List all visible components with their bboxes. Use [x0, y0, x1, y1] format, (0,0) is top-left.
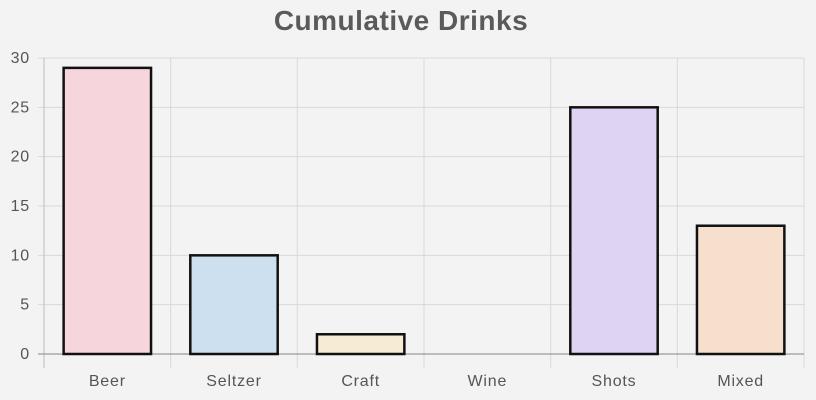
y-tick-label: 10 — [11, 247, 30, 264]
y-tick-label: 5 — [20, 297, 30, 314]
x-tick-label: Wine — [468, 373, 508, 390]
y-tick-label: 25 — [11, 99, 30, 116]
y-tick-label: 20 — [11, 149, 30, 166]
x-tick-label: Shots — [592, 373, 637, 390]
y-tick-label: 30 — [11, 50, 30, 67]
bar-shots — [569, 106, 659, 356]
bar-seltzer — [189, 254, 279, 356]
y-tick-label: 0 — [20, 346, 30, 363]
bar-craft — [315, 333, 406, 356]
x-tick-label: Craft — [341, 373, 380, 390]
x-tick-label: Mixed — [717, 373, 764, 390]
x-tick-label: Beer — [89, 373, 126, 390]
bar-mixed — [695, 224, 786, 356]
bar-beer — [62, 66, 153, 356]
y-tick-label: 15 — [11, 198, 30, 215]
x-tick-label: Seltzer — [206, 373, 261, 390]
chart-title: Cumulative Drinks — [273, 5, 529, 36]
